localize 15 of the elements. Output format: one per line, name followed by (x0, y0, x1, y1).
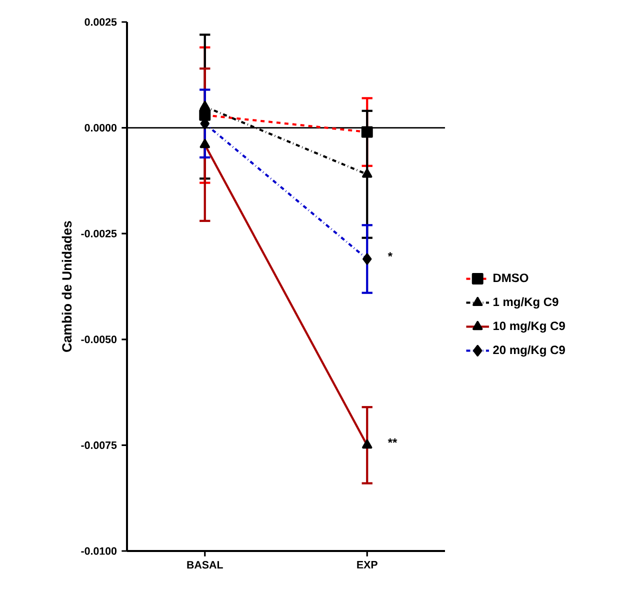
y-tick-label: -0.0025 (81, 230, 117, 238)
y-tick-label: -0.0050 (81, 336, 117, 344)
annotation: ** (388, 438, 398, 443)
legend-label: DMSO (494, 274, 528, 282)
x-tick-label: EXP (357, 561, 378, 568)
legend-label: 20 mg/Kg C9 (493, 345, 565, 357)
y-axis-title: Cambio de Unidades (62, 221, 72, 352)
y-tick-label: 0.0025 (84, 18, 117, 26)
y-tick-label: -0.0075 (81, 441, 117, 449)
legend-label: 10 mg/Kg C9 (493, 321, 565, 333)
annotation: * (388, 252, 392, 257)
y-tick-label: -0.0100 (81, 547, 117, 555)
y-tick-label: 0.0000 (84, 124, 117, 132)
x-tick-label: BASAL (187, 561, 223, 569)
legend-label: 1 mg/Kg C9 (493, 297, 558, 309)
